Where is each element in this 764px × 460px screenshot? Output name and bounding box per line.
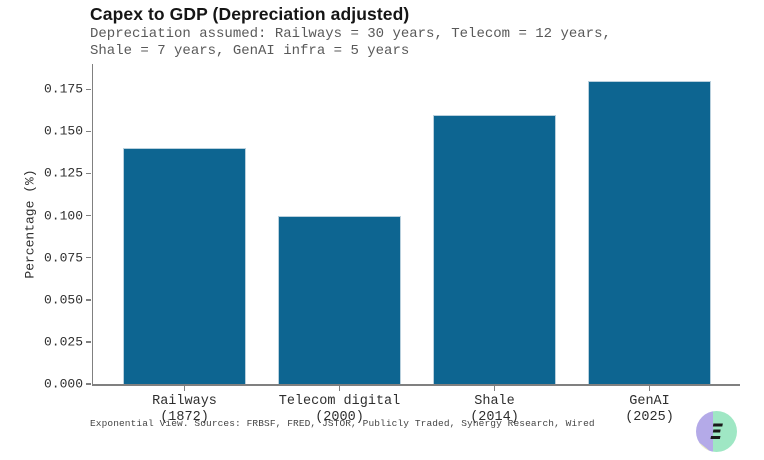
y-tick-mark [86,88,91,90]
y-tick-label: 0.075 [43,250,83,266]
bar-railways [123,148,246,384]
y-tick-label: 0.050 [43,292,83,308]
y-tick-mark [86,172,91,175]
x-tick-label: Railways (1872) [152,394,217,425]
logo-svg: Ξ [696,411,737,452]
y-tick-mark [86,256,91,259]
chart-title: Capex to GDP (Depreciation adjusted) [90,4,410,24]
y-tick-mark [86,130,91,133]
x-tick-mark [648,386,651,391]
x-tick-mark [183,386,186,391]
bar-telecom-digital [278,215,401,384]
bar-shale [433,114,556,384]
logo-glyph: Ξ [710,420,723,444]
y-tick-mark [86,299,91,301]
x-tick-mark [338,386,341,391]
source-note: Exponential View. Sources: FRBSF, FRED, … [90,418,595,429]
plot-area: Railways (1872) Telecom digital (2000) Sha… [44,64,740,425]
x-tick-label: Telecom digital (2000) [278,394,401,425]
y-tick-label: 0.025 [43,334,83,350]
x-tick-mark [493,386,496,391]
y-tick-label: 0.175 [43,81,83,97]
exponential-view-logo-icon: Ξ [696,411,737,452]
logo-left-half [696,411,713,452]
y-tick-label: 0.100 [43,208,83,224]
chart-subtitle: Depreciation assumed: Railways = 30 year… [90,26,611,59]
y-tick-label: 0.150 [43,123,83,139]
y-tick-label: 0.125 [43,165,83,181]
x-tick-label: Shale (2014) [470,394,519,425]
x-tick-label: GenAI (2025) [625,394,674,425]
bar-genai [588,80,711,384]
y-tick-label: 0.000 [43,376,83,392]
y-tick-mark [86,214,91,217]
y-tick-mark [86,341,91,343]
y-tick-mark [86,383,91,385]
